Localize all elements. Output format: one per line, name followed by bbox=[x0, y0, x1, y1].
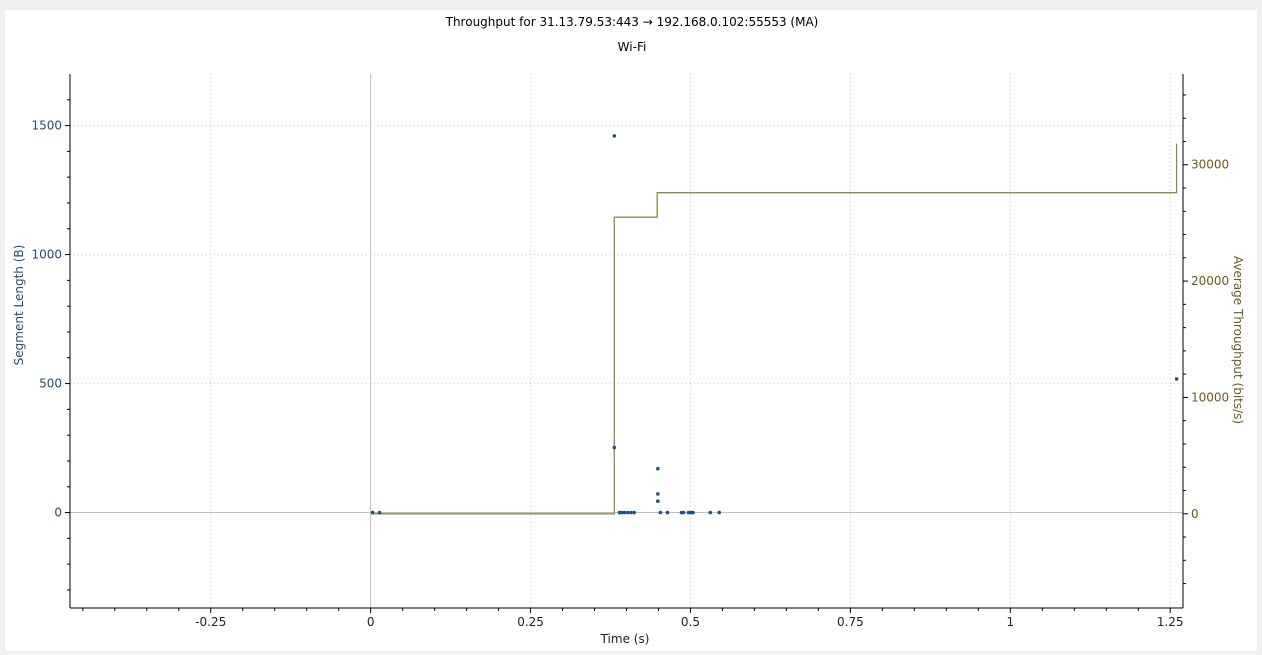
x-axis-label: Time (s) bbox=[600, 632, 650, 646]
segment-point bbox=[691, 510, 695, 515]
y-tick-label: 0 bbox=[54, 506, 62, 520]
segment-point bbox=[658, 510, 663, 515]
segment-point bbox=[665, 510, 670, 515]
segment-point bbox=[717, 510, 722, 515]
segment-point bbox=[622, 510, 627, 515]
x-tick-label: 0.25 bbox=[517, 615, 544, 629]
x-tick-label: 0.5 bbox=[681, 615, 700, 629]
segment-point bbox=[612, 445, 617, 450]
x-tick-label: 1.25 bbox=[1157, 615, 1184, 629]
y-tick-label: 1000 bbox=[31, 248, 62, 262]
segment-point bbox=[617, 510, 622, 515]
segment-point bbox=[656, 499, 660, 504]
segment-point bbox=[620, 510, 624, 515]
y2-axis-label: Average Throughput (bits/s) bbox=[1231, 256, 1245, 424]
segment-point bbox=[656, 466, 660, 471]
x-tick-label: 0.75 bbox=[837, 615, 864, 629]
segment-point bbox=[377, 510, 382, 515]
segment-point bbox=[625, 510, 630, 515]
chart-frame: Throughput for 31.13.79.53:443 → 192.168… bbox=[5, 10, 1257, 651]
segment-point bbox=[370, 510, 375, 515]
segment-point bbox=[656, 492, 660, 496]
throughput-line bbox=[372, 143, 1178, 515]
segment-point bbox=[708, 510, 713, 515]
throughput-chart[interactable]: Throughput for 31.13.79.53:443 → 192.168… bbox=[5, 10, 1257, 651]
y2-tick-label: 20000 bbox=[1191, 274, 1229, 288]
axes bbox=[65, 74, 1188, 613]
segment-point bbox=[681, 510, 686, 515]
x-tick-label: 0 bbox=[367, 615, 375, 629]
segment-point bbox=[629, 510, 633, 515]
grid bbox=[70, 74, 1183, 608]
y2-tick-label: 30000 bbox=[1191, 158, 1229, 172]
series bbox=[370, 134, 1179, 515]
y2-tick-label: 0 bbox=[1191, 507, 1199, 521]
chart-subtitle: Wi-Fi bbox=[618, 40, 647, 54]
y2-tick-label: 10000 bbox=[1191, 390, 1229, 404]
y-tick-label: 1500 bbox=[31, 119, 62, 133]
segment-point bbox=[1174, 377, 1179, 381]
tick-labels: -0.25 0 0.25 0.5 0.75 1 1.25 0 500 1000 1500 0 10000… bbox=[31, 119, 1229, 629]
x-tick-label: 1 bbox=[1006, 615, 1014, 629]
y-tick-label: 500 bbox=[39, 377, 62, 391]
y-axis-label: Segment Length (B) bbox=[12, 245, 26, 366]
segment-point bbox=[612, 134, 617, 138]
segment-point bbox=[686, 510, 691, 515]
x-tick-label: -0.25 bbox=[195, 615, 226, 629]
chart-title: Throughput for 31.13.79.53:443 → 192.168… bbox=[445, 15, 819, 29]
segment-point bbox=[632, 510, 636, 515]
